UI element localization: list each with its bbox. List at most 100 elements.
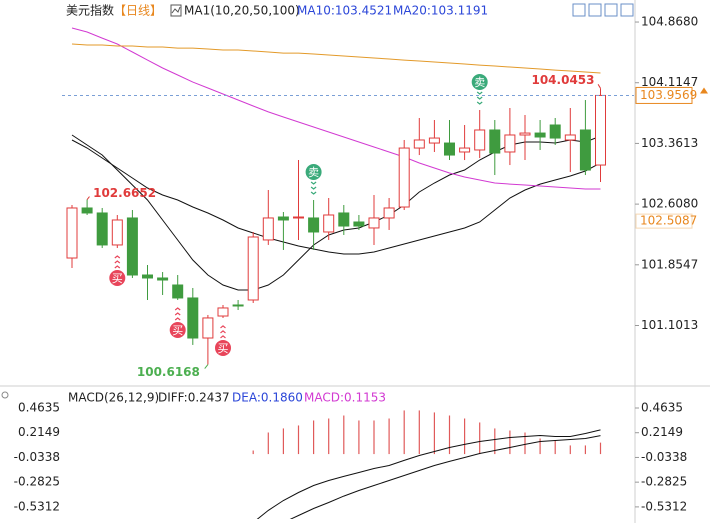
candle-body	[368, 217, 380, 229]
signal-arrow	[310, 181, 317, 185]
y-tick-label: 101.1013	[641, 318, 698, 332]
ma-label: MA1(10,20,50,100)	[184, 4, 300, 18]
candle-body	[142, 274, 153, 279]
ref-price-label: 102.5087	[640, 214, 697, 228]
signal-label: 买	[112, 272, 123, 285]
y-tick-label: 104.1147	[641, 75, 698, 89]
signal-arrow	[114, 265, 121, 269]
candle-body	[579, 129, 591, 171]
extreme-leader	[86, 196, 90, 200]
signal-label: 买	[172, 324, 183, 337]
candle-body	[383, 207, 395, 219]
candle-body	[187, 297, 199, 339]
candle-body	[111, 219, 123, 246]
candle-body	[534, 132, 546, 138]
signal-arrow	[310, 191, 317, 195]
macd-title: MACD(26,12,9)	[68, 391, 159, 405]
candle-body	[202, 317, 214, 339]
y-tick-label: -0.2825	[641, 475, 687, 489]
y-tick-label-left: -0.0338	[14, 450, 60, 464]
ma-line	[71, 43, 601, 74]
signal-badge	[305, 164, 322, 181]
tool-button[interactable]	[620, 3, 634, 17]
extreme-label: 100.6168	[137, 365, 200, 379]
ref-price-box	[635, 213, 693, 229]
signal-arrow	[220, 330, 226, 334]
ma-value: MA10:103.4521	[297, 4, 392, 18]
y-tick-label: 102.6080	[641, 197, 698, 211]
candle-body	[126, 217, 138, 276]
tool-button[interactable]	[572, 3, 586, 17]
signal-badge	[169, 321, 186, 338]
candle-body	[81, 207, 93, 214]
ma-value: MA20:103.1191	[393, 4, 488, 18]
arrow	[700, 87, 708, 94]
y-tick-label-left: 0.2149	[18, 425, 60, 439]
candle-body	[504, 134, 516, 153]
candle-body	[338, 212, 350, 227]
extreme-leader	[597, 84, 601, 89]
extreme-leader	[204, 364, 209, 369]
candle-body	[595, 94, 606, 166]
signal-arrow	[310, 186, 317, 190]
y-tick-label-left: 0.4635	[18, 400, 60, 414]
candle-body	[262, 217, 274, 241]
candle-body	[277, 216, 289, 221]
signal-arrow	[114, 260, 121, 264]
y-tick-label: 0.4635	[641, 400, 683, 414]
diff-line	[256, 429, 601, 519]
candle-body	[172, 284, 184, 299]
signal-arrow	[174, 312, 181, 316]
y-tick-label-left: -0.2825	[14, 475, 60, 489]
extreme-label: 104.0453	[531, 73, 594, 87]
candle-body	[564, 134, 576, 141]
macd-plot	[252, 410, 602, 519]
candle-body	[247, 236, 259, 301]
macd-value: DIFF:0.2437	[158, 391, 230, 405]
signal-arrow	[476, 101, 483, 105]
macd-value: DEA:0.1860	[232, 391, 303, 405]
y-tick-label: 103.3613	[641, 136, 698, 150]
candle-body	[474, 129, 486, 151]
macd-value: MACD:0.1153	[304, 391, 386, 405]
signal-arrow	[174, 317, 181, 321]
candle-body	[293, 216, 304, 219]
y-tick-label: -0.0338	[641, 450, 687, 464]
extreme-label: 102.6652	[93, 186, 156, 200]
toolbar[interactable]	[572, 3, 634, 17]
signal-label: 卖	[474, 76, 485, 89]
tool-button[interactable]	[604, 3, 618, 17]
y-tick-label: 104.8680	[641, 15, 698, 29]
chart-title: 美元指数	[66, 3, 114, 18]
candle-body	[323, 214, 335, 233]
tool-button[interactable]	[588, 3, 602, 17]
candle-body	[398, 147, 410, 208]
candle-body	[444, 142, 455, 156]
signal-label: 买	[218, 342, 229, 355]
candle-body	[66, 207, 78, 259]
candle-body	[459, 147, 471, 153]
ma-line	[71, 27, 601, 190]
candle-body	[308, 217, 320, 233]
period: 【日线】	[114, 4, 162, 18]
signal-arrow	[476, 96, 483, 100]
main-plot	[62, 27, 634, 365]
y-tick-label: 0.2149	[641, 425, 683, 439]
settings-icon[interactable]	[1, 391, 9, 399]
signal-badge	[215, 339, 231, 356]
signal-badge	[109, 270, 126, 287]
dea-line	[289, 435, 601, 519]
ma-icon	[170, 4, 182, 17]
candle-body	[157, 277, 169, 281]
y-tick-label: -0.5312	[641, 499, 687, 513]
last-price-box	[635, 86, 693, 104]
signal-label: 卖	[308, 166, 319, 179]
last-price-label: 103.9569	[640, 88, 697, 102]
candle-body	[549, 124, 561, 139]
candle-body	[96, 212, 108, 246]
candle-body	[489, 129, 501, 154]
signal-badge	[471, 74, 488, 91]
signal-arrow	[220, 325, 226, 329]
